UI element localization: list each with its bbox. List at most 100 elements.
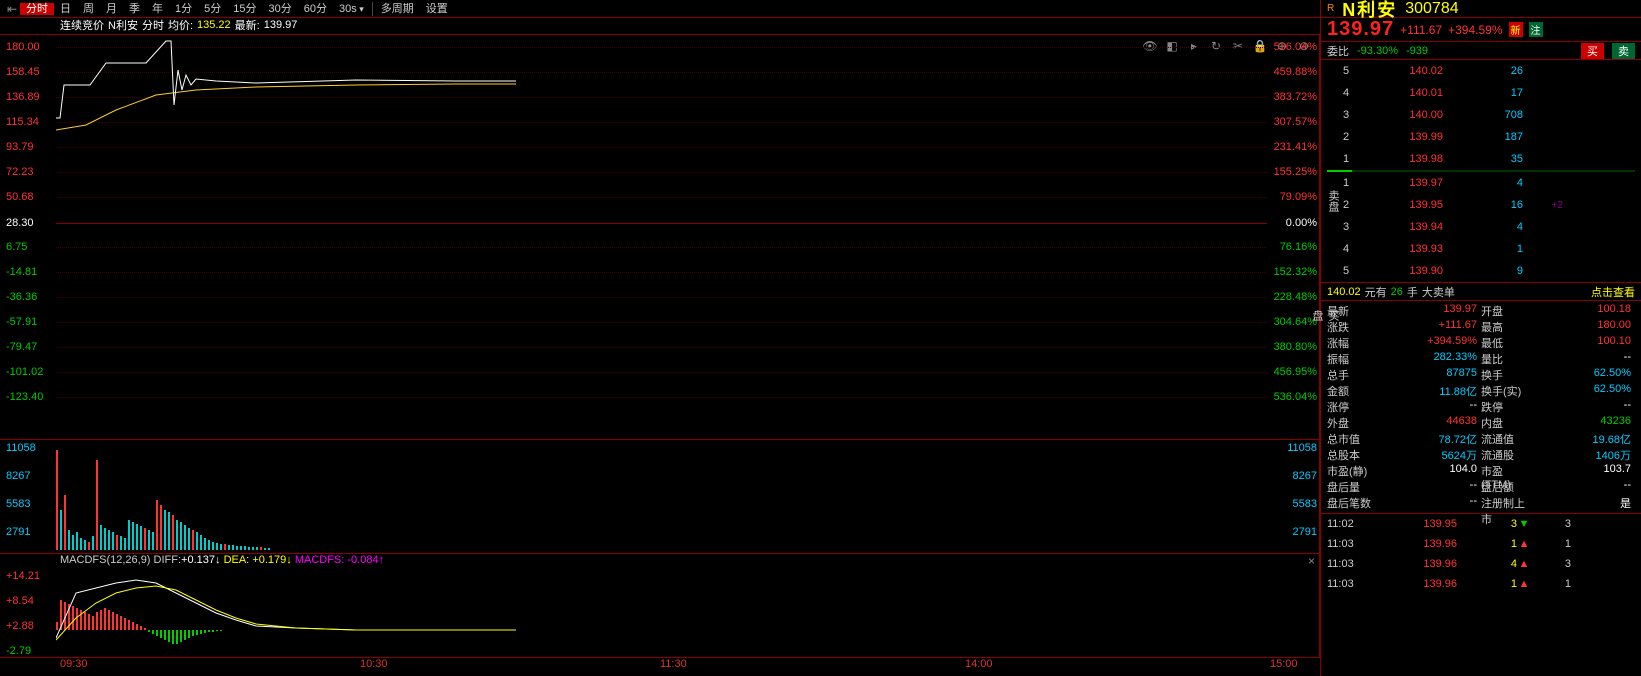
axis-label: 11058	[6, 442, 54, 454]
period-tab-周[interactable]: 周	[77, 3, 100, 15]
chart-area: 连续竞价 N利安 分时 均价: 135.22 最新: 139.97 👁 ◧ ▸ …	[0, 18, 1320, 676]
period-tab-年[interactable]: 年	[146, 3, 169, 15]
period-tab-15分[interactable]: 15分	[227, 3, 262, 15]
orderbook-row[interactable]: 2139.99187	[1321, 126, 1641, 148]
period-tab-1分[interactable]: 1分	[169, 3, 198, 15]
orderbook-row[interactable]: 5139.909	[1321, 260, 1641, 282]
mode-label: 连续竞价	[60, 17, 104, 33]
detail-key: 涨停	[1327, 399, 1375, 415]
orderbook-row[interactable]: 1139.974	[1321, 172, 1641, 194]
last-price: 139.97	[1327, 18, 1394, 41]
detail-value: 100.18	[1529, 303, 1635, 319]
orderbook-separator	[1327, 170, 1635, 172]
ob-level: 4	[1343, 243, 1363, 255]
orderbook-row[interactable]: 4140.0117	[1321, 82, 1641, 104]
axis-label: 11058	[1269, 442, 1317, 454]
detail-value: 是	[1529, 495, 1635, 511]
tick-vol: 1	[1457, 578, 1517, 590]
tick-row: 11:03139.961▲1	[1321, 574, 1641, 594]
price-chart[interactable]: 180.00158.45136.89115.3493.7972.2350.682…	[0, 34, 1320, 440]
stock-header: R N利安 300784	[1321, 0, 1641, 18]
axis-label: 536.04%	[1269, 391, 1317, 403]
time-label: 10:30	[360, 658, 388, 670]
orderbook-row[interactable]: 3139.944	[1321, 216, 1641, 238]
tick-count: 3	[1531, 518, 1571, 530]
stock-details: 最新139.97开盘100.18涨跌+111.67最高180.00涨幅+394.…	[1321, 301, 1641, 514]
orderbook-row[interactable]: 3140.00708	[1321, 104, 1641, 126]
time-label: 15:00	[1270, 658, 1298, 670]
ob-level: 3	[1343, 221, 1363, 233]
multi-period-button[interactable]: 多周期	[375, 1, 420, 17]
stock-name-header: N利安	[108, 17, 138, 33]
sell-button[interactable]: 卖	[1612, 43, 1635, 59]
big-order-bar[interactable]: 140.02元有 26手 大卖单 点击查看	[1321, 283, 1641, 301]
axis-label: -36.36	[6, 291, 54, 303]
ob-volume: 708	[1443, 109, 1523, 121]
settings-button[interactable]: 设置	[420, 1, 454, 17]
period-tab-5分[interactable]: 5分	[198, 3, 227, 15]
detail-key: 跌停	[1481, 399, 1529, 415]
info-hand: 手	[1407, 284, 1418, 300]
axis-label: 5583	[1269, 498, 1317, 510]
axis-label: 536.04%	[1269, 41, 1317, 53]
detail-key: 内盘	[1481, 415, 1529, 431]
close-icon[interactable]: ×	[1308, 554, 1315, 568]
tick-vol: 1	[1457, 538, 1517, 550]
last-label: 最新:	[235, 17, 260, 33]
detail-key: 注册制上市	[1481, 495, 1529, 511]
orderbook-row[interactable]: 4139.931	[1321, 238, 1641, 260]
time-label: 09:30	[60, 658, 88, 670]
period-tab-分时[interactable]: 分时	[20, 3, 54, 15]
tick-count: 1	[1531, 578, 1571, 590]
tick-count: 1	[1531, 538, 1571, 550]
volume-chart[interactable]: 11058826755832791 11058826755832791	[0, 440, 1320, 554]
orderbook-row[interactable]: 5140.0226	[1321, 60, 1641, 82]
axis-label: -2.79	[6, 645, 54, 657]
detail-value: --	[1529, 479, 1635, 495]
ob-price: 139.94	[1363, 221, 1443, 233]
detail-key: 流通值	[1481, 431, 1529, 447]
detail-value: 78.72亿	[1375, 431, 1481, 447]
sell-side-label: 卖盘	[1325, 190, 1341, 212]
detail-value: 103.7	[1529, 463, 1635, 479]
detail-value: +111.67	[1375, 319, 1481, 335]
axis-label: 231.41%	[1269, 141, 1317, 153]
stock-code[interactable]: 300784	[1405, 0, 1458, 18]
detail-value: 43236	[1529, 415, 1635, 431]
orderbook-row[interactable]: 2139.9516+2	[1321, 194, 1641, 216]
info-unit: 元有	[1365, 284, 1387, 300]
ob-price: 139.97	[1363, 177, 1443, 189]
ob-volume: 1	[1443, 243, 1523, 255]
period-tab-季[interactable]: 季	[123, 3, 146, 15]
tick-arrow-icon: ▲	[1517, 558, 1531, 570]
tick-row: 11:03139.961▲1	[1321, 534, 1641, 554]
ob-price: 139.90	[1363, 265, 1443, 277]
tick-list[interactable]: 11:02139.953▼311:03139.961▲111:03139.964…	[1321, 514, 1641, 676]
ob-volume: 26	[1443, 65, 1523, 77]
axis-label: 383.72%	[1269, 91, 1317, 103]
detail-value: 180.00	[1529, 319, 1635, 335]
macd-chart[interactable]: MACDFS(12,26,9) DIFF:+0.137↓ DEA: +0.179…	[0, 554, 1320, 658]
tick-row: 11:02139.953▼3	[1321, 514, 1641, 534]
period-tab-月[interactable]: 月	[100, 3, 123, 15]
ob-volume: 4	[1443, 177, 1523, 189]
detail-value: 282.33%	[1375, 351, 1481, 367]
period-tab-30分[interactable]: 30分	[263, 3, 298, 15]
period-tab-日[interactable]: 日	[54, 3, 77, 15]
detail-key: 最高	[1481, 319, 1529, 335]
price-change: +111.67	[1400, 23, 1442, 37]
macd-title: MACDFS(12,26,9)	[60, 554, 150, 566]
back-icon[interactable]: ⇤	[4, 1, 20, 17]
ob-level: 3	[1343, 109, 1363, 121]
period-tab-30s[interactable]: 30s	[333, 3, 370, 15]
orderbook-row[interactable]: 1139.9835	[1321, 148, 1641, 170]
period-tab-60分[interactable]: 60分	[298, 3, 333, 15]
period-label: 分时	[142, 17, 164, 33]
detail-key: 外盘	[1327, 415, 1375, 431]
axis-label: 115.34	[6, 116, 54, 128]
ratio-label: 委比	[1327, 43, 1349, 59]
click-view-link[interactable]: 点击查看	[1591, 284, 1635, 300]
axis-label: 72.23	[6, 166, 54, 178]
buy-button[interactable]: 买	[1581, 43, 1604, 59]
axis-label: 380.80%	[1269, 341, 1317, 353]
